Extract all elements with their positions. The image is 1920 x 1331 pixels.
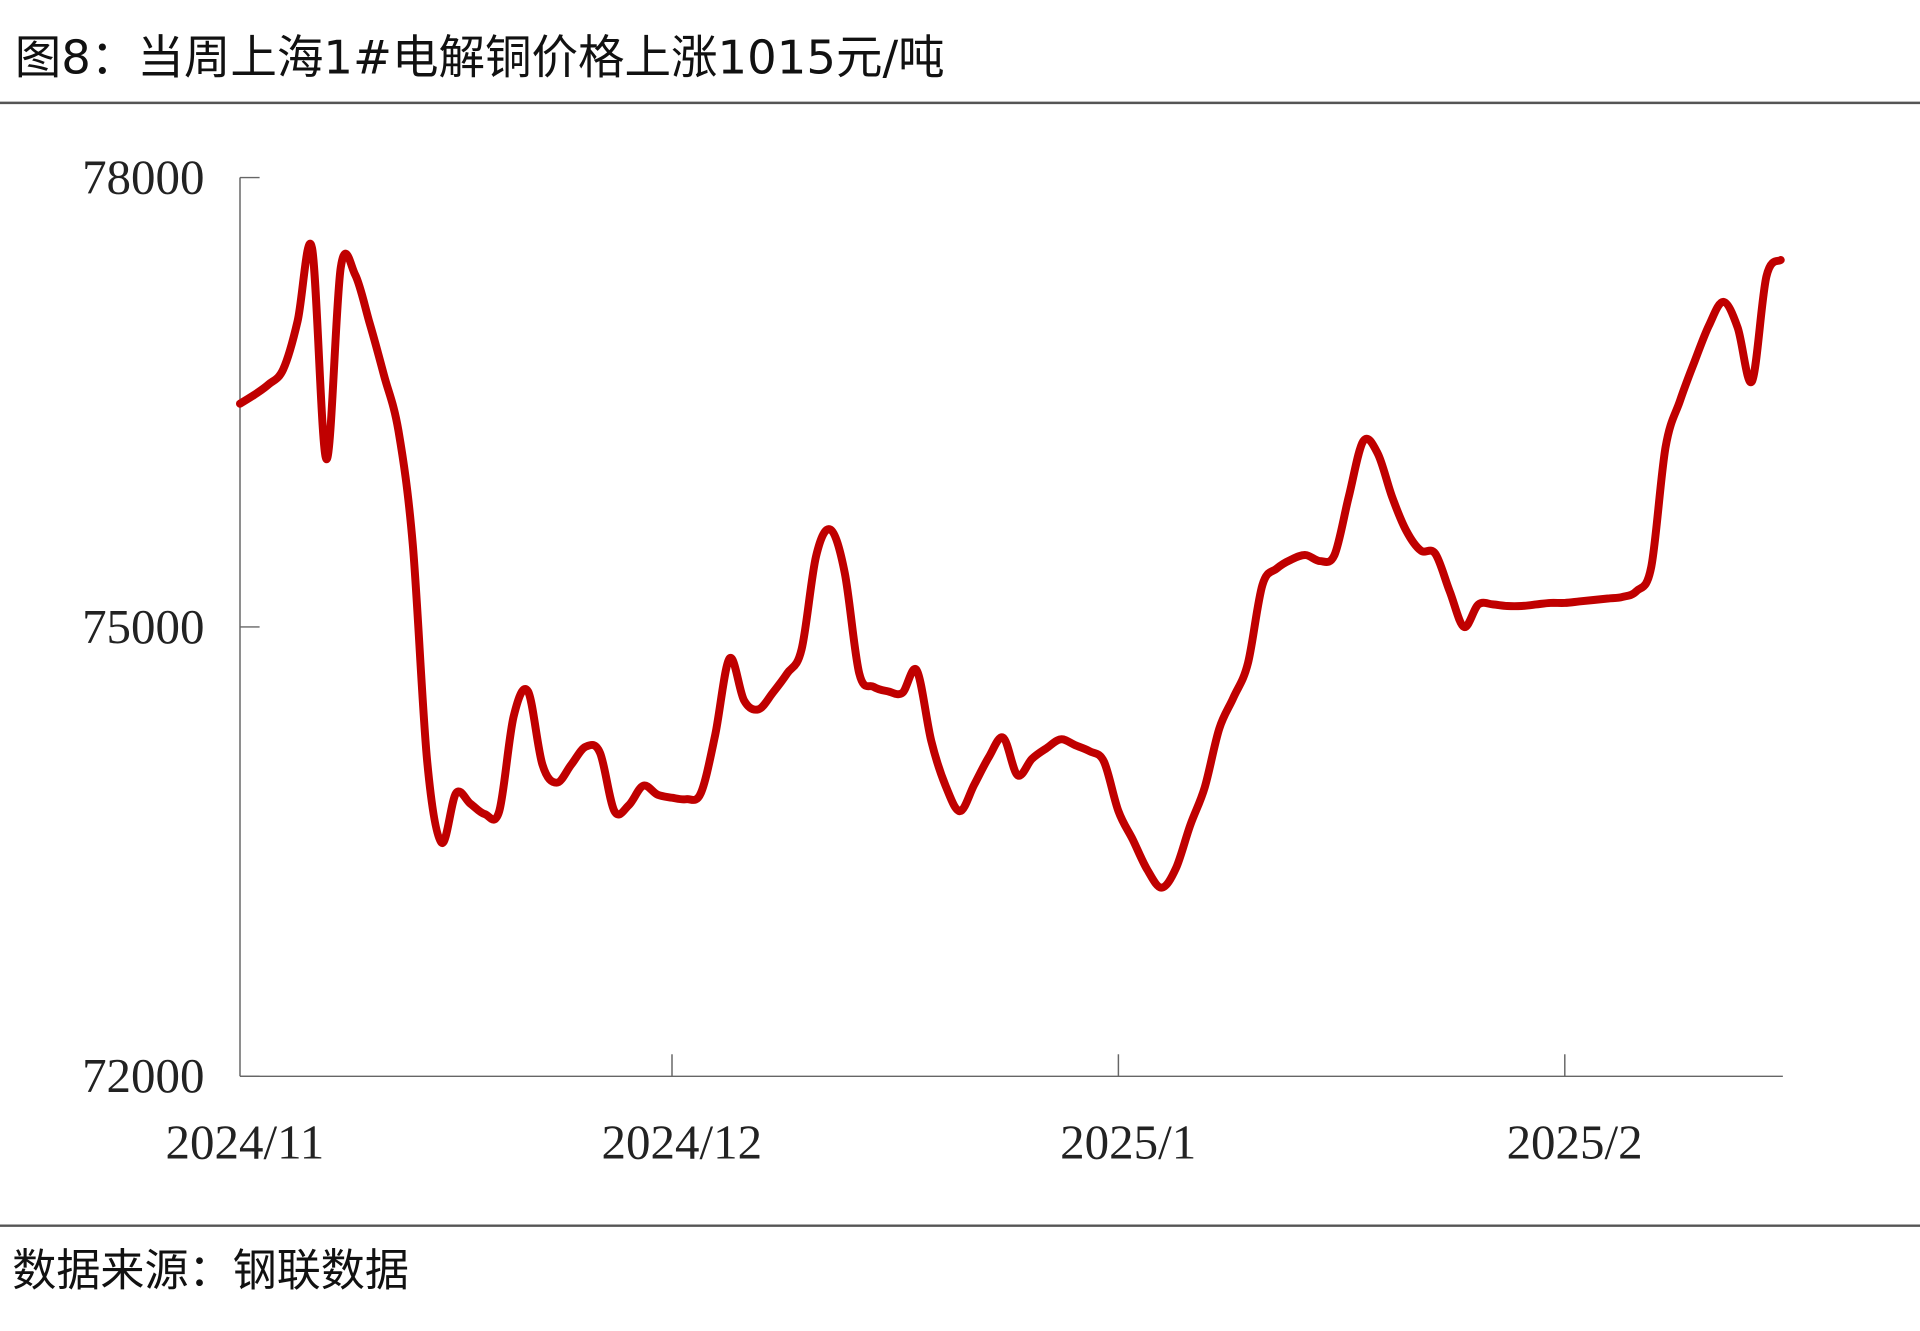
x-tick-label: 2024/12 <box>602 1114 763 1169</box>
x-tick-label: 2025/1 <box>1060 1114 1196 1169</box>
x-tick-label: 2024/11 <box>166 1114 325 1169</box>
figure-title: 图8：当周上海1#电解铜价格上涨1015元/吨 <box>15 30 945 84</box>
y-tick-label: 72000 <box>82 1048 204 1103</box>
source-note: 数据来源：钢联数据 <box>12 1246 409 1297</box>
plot-area <box>236 240 1785 892</box>
x-tick-label: 2025/2 <box>1507 1114 1643 1169</box>
y-tick-label: 78000 <box>82 149 204 204</box>
y-tick-label: 75000 <box>82 599 204 654</box>
axes: 72000 75000 78000 2024/11 2024/12 2025/1 2025… <box>82 149 1783 1169</box>
price-line <box>236 240 1785 892</box>
